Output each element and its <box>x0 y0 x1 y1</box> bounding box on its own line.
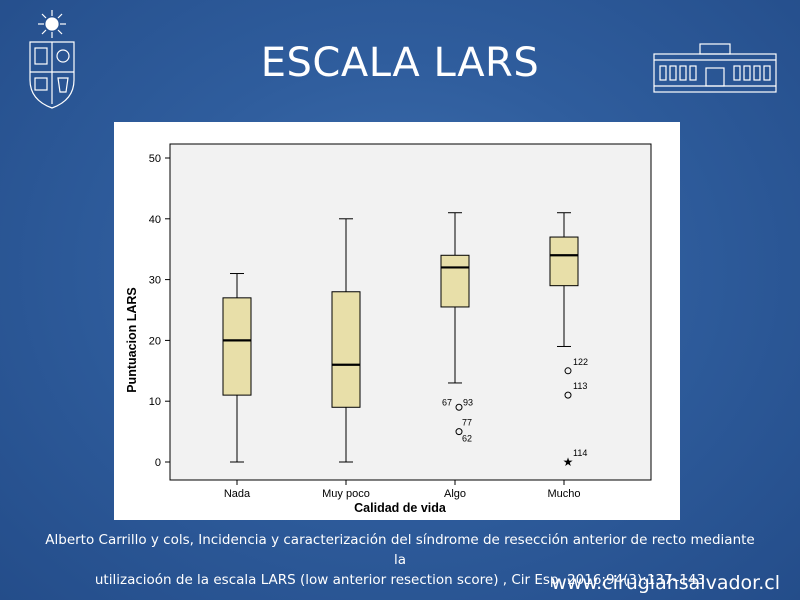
outlier-label: 122 <box>573 357 588 367</box>
y-tick-label: 40 <box>149 214 161 226</box>
hospital-building-icon <box>650 40 780 96</box>
y-axis-label: Puntuacion LARS <box>125 287 139 393</box>
box-muy-poco <box>331 218 361 463</box>
iqr-box <box>440 254 470 308</box>
y-tick-label: 10 <box>149 396 161 408</box>
boxplot-chart: 0 10 20 30 40 50 Nada Muy poco Algo Mucho 67 93 77… <box>125 143 652 515</box>
box-algo: 67 93 77 62 <box>440 212 473 444</box>
y-tick-label: 0 <box>155 457 161 469</box>
outlier-label: 62 <box>462 434 472 444</box>
outlier-marker <box>455 403 463 411</box>
iqr-box <box>222 297 252 396</box>
citation-caption: Alberto Carrillo y cols, Incidencia y ca… <box>40 530 760 590</box>
caption-line-2: utilizacioón de la escala LARS (low ante… <box>94 572 706 588</box>
iqr-box <box>549 236 579 287</box>
outlier-marker <box>564 391 572 399</box>
slide-title: ESCALA LARS <box>260 40 540 86</box>
outlier-label: 113 <box>573 381 587 391</box>
x-tick-label: Nada <box>224 488 251 500</box>
y-tick-label: 30 <box>149 275 161 287</box>
caption-line-1: Alberto Carrillo y cols, Incidencia y ca… <box>45 532 755 568</box>
university-crest-icon <box>22 8 82 110</box>
chart-panel: 0 10 20 30 40 50 Nada Muy poco Algo Mucho 67 93 77… <box>114 122 680 520</box>
x-tick-label: Algo <box>444 488 466 500</box>
y-tick-label: 50 <box>149 153 161 165</box>
outlier-label: 93 <box>463 397 473 407</box>
outlier-label: 67 <box>442 397 452 407</box>
extreme-outlier-marker: ★ <box>563 455 574 469</box>
box-mucho: 122 113 ★114 <box>549 212 588 469</box>
outlier-label: 77 <box>462 418 472 428</box>
outlier-marker <box>564 367 572 375</box>
iqr-box <box>331 291 361 408</box>
website-link[interactable]: www.cirugiahsalvador.cl <box>551 572 780 594</box>
x-axis-label: Calidad de vida <box>354 501 447 515</box>
x-tick-label: Mucho <box>547 488 580 500</box>
outlier-marker <box>455 428 463 436</box>
outlier-label: 114 <box>573 448 587 458</box>
x-tick-label: Muy poco <box>322 488 370 500</box>
box-nada <box>222 273 252 463</box>
y-tick-label: 20 <box>149 335 161 347</box>
